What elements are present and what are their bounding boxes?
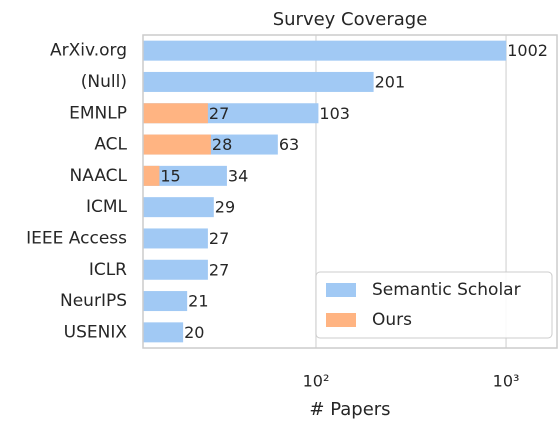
bar xyxy=(143,197,214,218)
legend-swatch xyxy=(326,283,356,297)
value-label: 27 xyxy=(209,260,229,279)
value-label: 15 xyxy=(160,166,180,185)
x-tick-label: 10³ xyxy=(493,372,520,391)
y-tick-label: NAACL xyxy=(70,166,128,186)
bar xyxy=(143,71,374,92)
y-tick-label: (Null) xyxy=(81,72,127,92)
y-tick-label: IEEE Access xyxy=(26,228,127,248)
y-tick-label: ACL xyxy=(94,135,127,155)
value-label: 20 xyxy=(184,323,204,342)
bar xyxy=(143,165,160,186)
bar xyxy=(143,165,227,186)
value-label: 201 xyxy=(375,72,406,91)
bar xyxy=(143,228,208,249)
value-label: 29 xyxy=(215,198,235,217)
legend-label: Semantic Scholar xyxy=(372,280,521,300)
y-tick-label: ICML xyxy=(86,197,128,217)
x-tick-label: 10² xyxy=(303,372,330,391)
legend-swatch xyxy=(326,313,356,327)
bar xyxy=(143,291,188,312)
bar xyxy=(143,322,184,343)
y-tick-label: EMNLP xyxy=(69,103,127,123)
value-label: 63 xyxy=(279,135,299,154)
y-tick-label: ICLR xyxy=(89,260,127,280)
value-label: 1002 xyxy=(507,41,548,60)
legend-label: Ours xyxy=(372,310,412,330)
value-label: 27 xyxy=(209,229,229,248)
value-label: 28 xyxy=(212,135,232,154)
bar xyxy=(143,134,211,155)
y-tick-label: NeurIPS xyxy=(60,291,127,311)
y-tick-label: USENIX xyxy=(64,322,128,342)
bar xyxy=(143,259,208,280)
bar xyxy=(143,103,208,124)
y-tick-label: ArXiv.org xyxy=(50,41,127,61)
plot-frame xyxy=(142,34,558,349)
chart-title: Survey Coverage xyxy=(273,9,428,30)
bar xyxy=(143,40,507,61)
value-label: 27 xyxy=(209,104,229,123)
value-label: 21 xyxy=(188,292,208,311)
value-label: 103 xyxy=(319,104,350,123)
x-axis-label: # Papers xyxy=(309,399,390,420)
value-label: 34 xyxy=(228,166,248,185)
legend-box xyxy=(315,271,553,339)
